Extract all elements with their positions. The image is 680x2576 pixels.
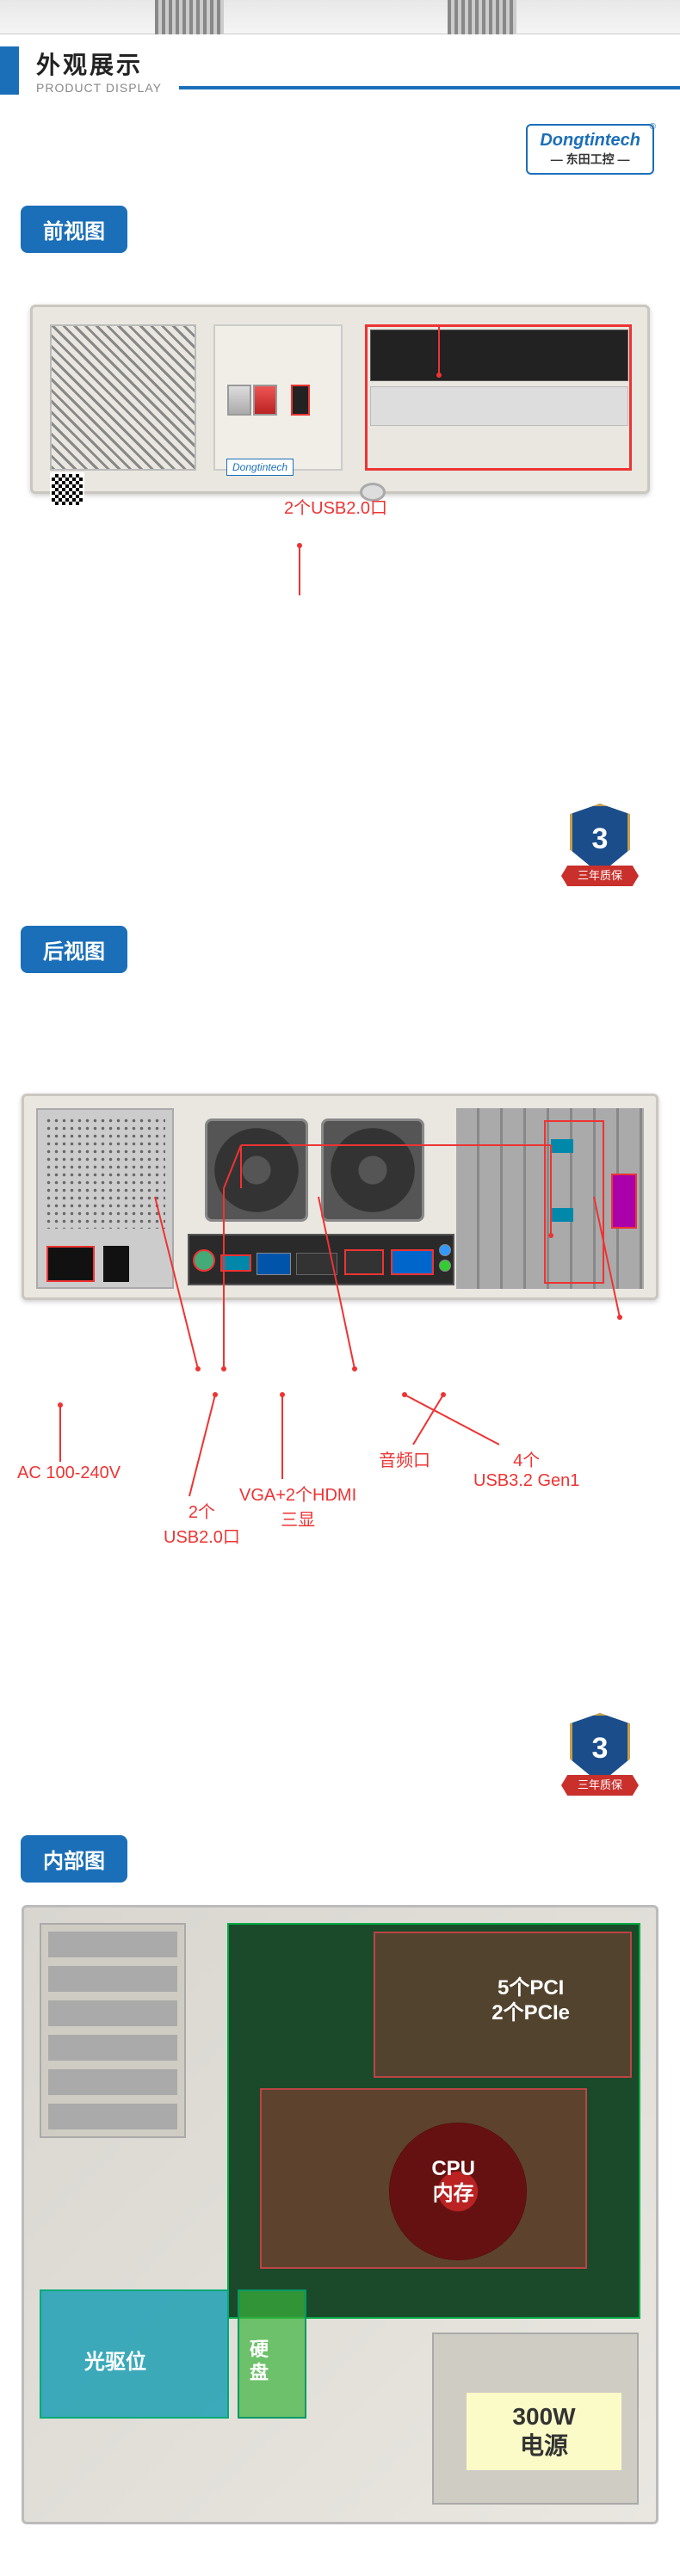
ann-usb2: 2个 USB2.0口 (164, 1498, 240, 1548)
badge-ribbon: 三年质保 (561, 866, 639, 886)
brand-sub: — 东田工控 — (540, 151, 640, 168)
ann-vga: VGA+2个HDMI 三显 (239, 1481, 356, 1531)
tag-internal: 内部图 (21, 1835, 127, 1883)
title-en: PRODUCT DISPLAY (36, 81, 162, 95)
usb3-port (391, 1249, 434, 1275)
hdd-bay (238, 2289, 306, 2419)
lpt-port (611, 1174, 637, 1229)
lan-port (344, 1249, 384, 1275)
ann-usb3: 4个 USB3.2 Gen1 (473, 1446, 579, 1491)
ac-inlet (46, 1246, 95, 1282)
brand-name: Dongtintech (540, 131, 640, 151)
front-usb-port (291, 385, 310, 416)
title-cn: 外观展示 (36, 46, 162, 81)
ann-usb-front: 2个USB2.0口 (284, 494, 387, 519)
chassis-rear (22, 1094, 658, 1300)
ann-audio: 音频口 (379, 1446, 430, 1471)
warranty-badge-2: 3 三年质保 (561, 1713, 639, 1799)
psu-label: 300W 电源 (467, 2393, 621, 2470)
tag-rear: 后视图 (21, 926, 127, 973)
chassis-internal: 300W 电源 5个PCI 2个PCIe CPU 内存 光驱位 硬 盘 (22, 1905, 658, 2524)
warranty-badge: 3 三年质保 (561, 804, 639, 890)
page-title: 外观展示 PRODUCT DISPLAY (0, 34, 680, 100)
ann-opt: 光驱位 (84, 2351, 146, 2376)
tag-front: 前视图 (21, 206, 127, 253)
badge-num: 3 (570, 804, 630, 874)
ann-cpu: CPU 内存 (431, 2157, 475, 2207)
ann-pci: 5个PCI 2个PCIe (491, 1976, 570, 2026)
com-ports (544, 1120, 604, 1284)
brand-logo: ® Dongtintech — 东田工控 — (526, 124, 654, 175)
header-strip (0, 0, 680, 34)
ps2-port (193, 1249, 215, 1272)
chassis-front: Dongtintech (30, 305, 650, 494)
ann-ac: AC 100-240V (17, 1464, 121, 1483)
ann-hdd: 硬 盘 (250, 2339, 269, 2384)
front-panel: 2个DVD光驱位 Dongtintech 2个USB2.0口 (17, 305, 663, 718)
rear-panel: 6个COM口 (2个RS232/422/485) PS/2口 2个Intel®千… (17, 1094, 663, 1627)
internal-panel: 300W 电源 5个PCI 2个PCIe CPU 内存 光驱位 硬 盘 (17, 1905, 663, 2524)
